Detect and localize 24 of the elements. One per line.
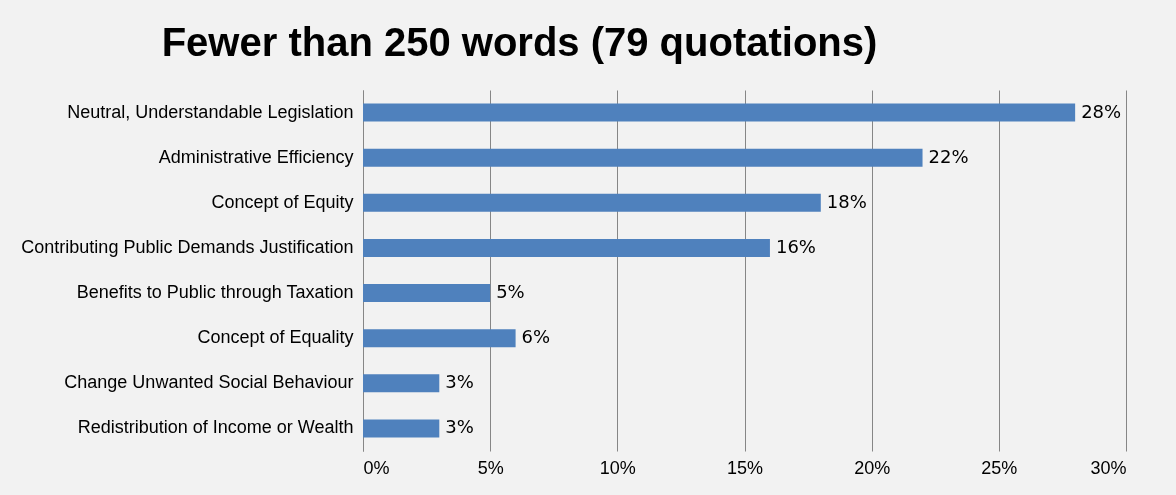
x-tick-label: 30% <box>1090 457 1127 478</box>
y-tick-label: Concept of Equality <box>197 327 354 348</box>
data-label: 6% <box>521 326 551 348</box>
x-tick-label: 20% <box>854 457 891 478</box>
y-tick-label: Neutral, Understandable Legislation <box>67 101 354 122</box>
x-tick-label: 10% <box>599 457 636 478</box>
data-label: 3% <box>445 416 474 438</box>
data-label: 28% <box>1081 100 1122 122</box>
data-label: 16% <box>775 235 816 257</box>
chart-title: Fewer than 250 words (79 quotations) <box>161 20 878 64</box>
data-label: 22% <box>928 145 969 167</box>
y-tick-label: Administrative Efficiency <box>158 146 354 167</box>
y-tick-label: Change Unwanted Social Behaviour <box>64 372 354 393</box>
y-tick-label: Redistribution of Income or Wealth <box>77 417 354 438</box>
x-tick-label: 15% <box>726 457 764 478</box>
x-tick-label: 5% <box>477 457 504 478</box>
data-label: 3% <box>445 371 474 393</box>
y-tick-label: Concept of Equity <box>211 191 354 212</box>
y-tick-label: Contributing Public Demands Justification <box>21 236 354 257</box>
y-tick-label: Benefits to Public through Taxation <box>76 282 354 303</box>
x-tick-label: 25% <box>981 457 1018 478</box>
data-label: 18% <box>826 190 867 212</box>
x-tick-label: 0% <box>363 457 390 478</box>
data-label: 5% <box>496 281 525 303</box>
